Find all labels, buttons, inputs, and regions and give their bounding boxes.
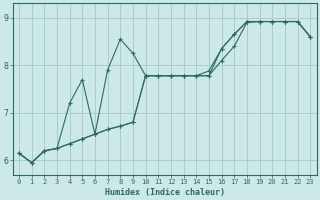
X-axis label: Humidex (Indice chaleur): Humidex (Indice chaleur) [105,188,225,197]
